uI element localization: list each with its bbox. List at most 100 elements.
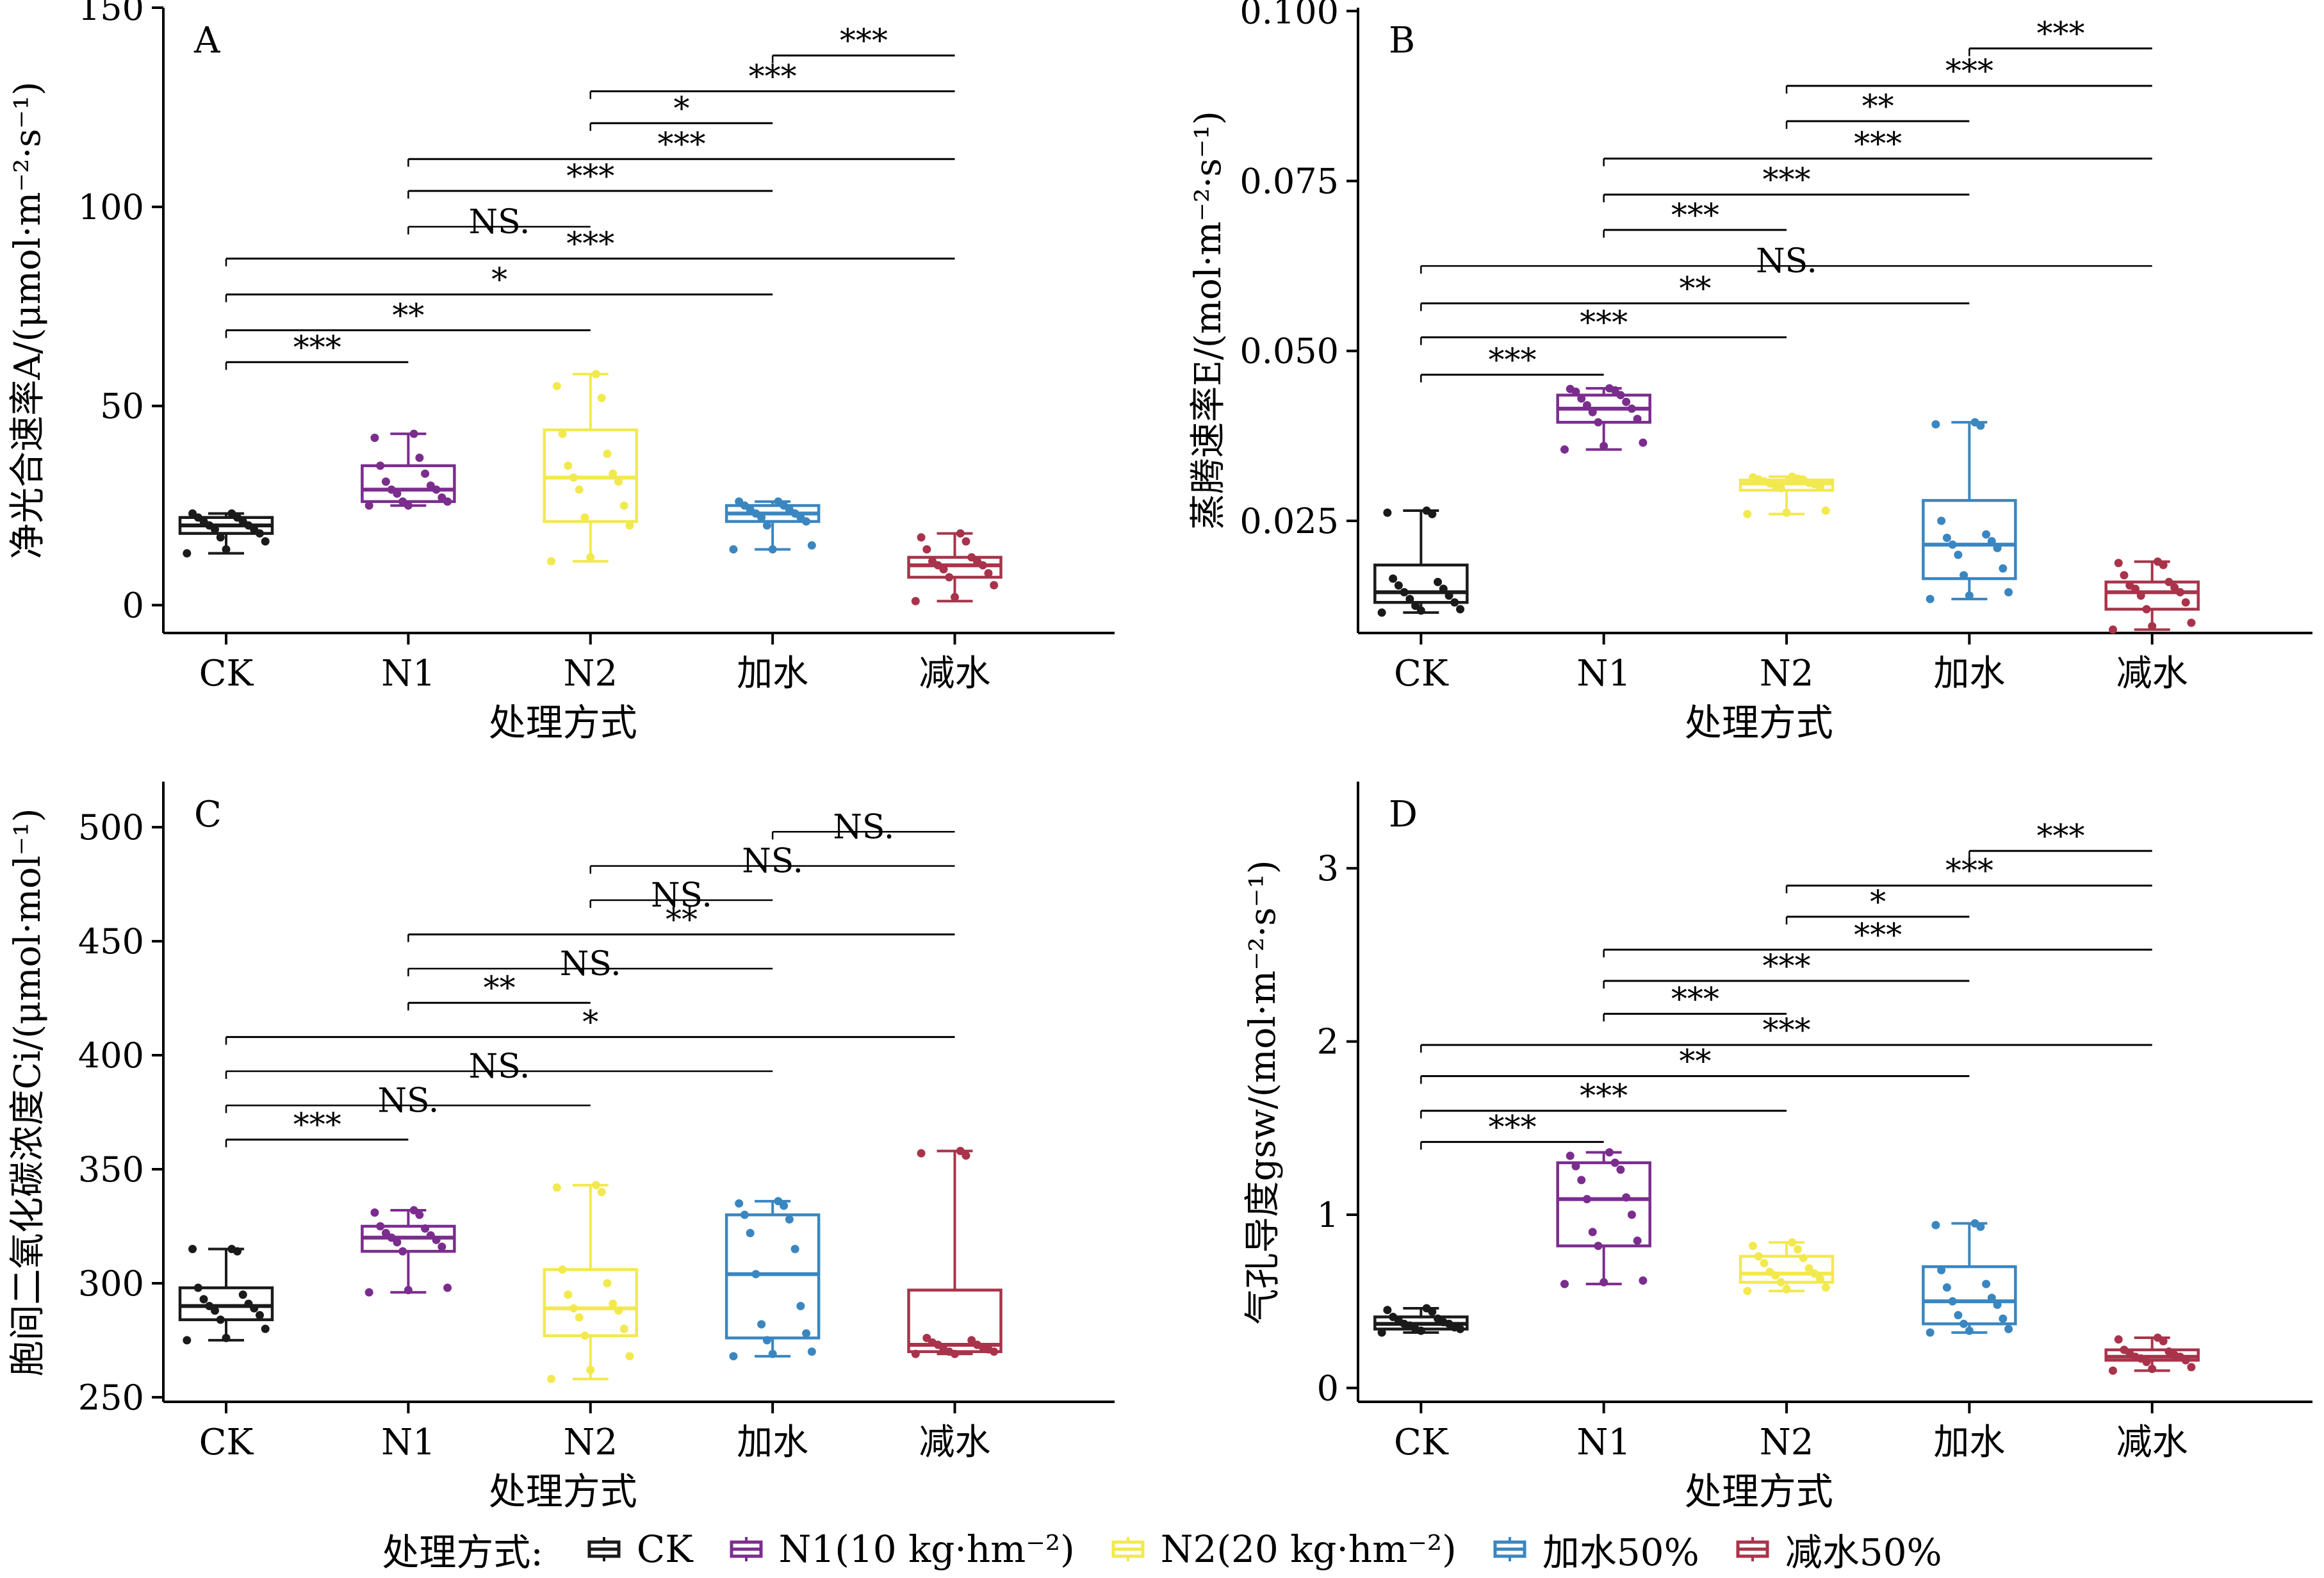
legend-title: 处理方式: <box>382 1531 543 1574</box>
y-tick-label: 450 <box>78 921 144 962</box>
y-tick-label: 0 <box>1317 1368 1339 1408</box>
data-point <box>1434 577 1443 586</box>
data-point <box>1434 1314 1443 1323</box>
comparison-label: * <box>1870 884 1886 921</box>
data-point <box>956 529 965 538</box>
data-point <box>438 1242 446 1251</box>
data-point <box>1389 1313 1398 1322</box>
legend-item-add-water: 加水50% <box>1487 1522 1699 1576</box>
comparison-label: *** <box>1580 1078 1628 1115</box>
data-point <box>2164 577 2173 586</box>
x-tick-label: 加水 <box>1933 653 2005 694</box>
data-point <box>592 370 601 379</box>
data-point <box>421 1224 430 1233</box>
data-point <box>785 1215 794 1224</box>
data-point <box>1456 605 1465 614</box>
data-point <box>1622 397 1631 406</box>
data-point <box>922 545 931 554</box>
box-减水 <box>2104 557 2200 634</box>
legend-item-n2: N2(20 kg·hm⁻²) <box>1106 1527 1457 1571</box>
data-point <box>443 1283 452 1292</box>
data-point <box>580 1331 589 1340</box>
data-point <box>2153 1333 2162 1342</box>
panel-label: B <box>1389 20 1415 62</box>
data-point <box>1605 384 1614 393</box>
data-point <box>597 393 606 402</box>
data-point <box>1948 1297 1957 1306</box>
comparison-label: NS. <box>377 1081 439 1120</box>
data-point <box>216 1315 225 1324</box>
data-point <box>1821 1283 1830 1292</box>
data-point <box>1987 1294 1996 1303</box>
data-point <box>746 1229 755 1238</box>
data-point <box>768 545 777 554</box>
data-point <box>967 553 976 562</box>
data-point <box>1577 394 1586 403</box>
data-point <box>552 1183 561 1192</box>
data-point <box>609 469 618 478</box>
data-point <box>1450 598 1459 607</box>
data-point <box>1760 1259 1769 1268</box>
data-point <box>2120 571 2129 580</box>
comparison-label: *** <box>1671 980 1719 1017</box>
comparison-label: NS. <box>1756 242 1817 281</box>
data-point <box>193 1283 202 1292</box>
data-point <box>972 1340 981 1349</box>
data-point <box>597 1188 606 1197</box>
data-point <box>1788 472 1797 481</box>
box-N2 <box>1739 1238 1835 1295</box>
box-iqr <box>724 1213 821 1340</box>
box-加水 <box>724 1197 821 1361</box>
box-iqr <box>2104 580 2200 611</box>
data-point <box>1926 595 1935 604</box>
data-point <box>911 596 920 605</box>
data-point <box>1639 1276 1648 1285</box>
data-point <box>1931 420 1940 429</box>
data-point <box>1389 574 1398 583</box>
y-tick-label: 150 <box>78 0 144 28</box>
data-point <box>1743 1286 1752 1295</box>
data-point <box>603 449 612 458</box>
data-point <box>951 593 960 602</box>
data-point <box>1377 1328 1386 1337</box>
data-point <box>751 1270 760 1279</box>
data-point <box>1749 473 1758 482</box>
data-point <box>558 1265 567 1274</box>
data-point <box>1743 509 1752 518</box>
data-point <box>802 1329 811 1338</box>
data-point <box>1633 1237 1642 1245</box>
data-point <box>807 541 816 550</box>
data-point <box>762 1336 771 1345</box>
data-point <box>1942 1283 1951 1292</box>
data-point <box>1999 564 2008 573</box>
box-加水 <box>1922 1219 2017 1337</box>
data-point <box>426 481 435 490</box>
y-tick-label: 0 <box>122 585 144 625</box>
x-tick-label: N2 <box>1760 653 1814 694</box>
data-point <box>939 1345 948 1354</box>
comparison-label: ** <box>666 901 698 938</box>
y-tick-label: 2 <box>1317 1022 1339 1062</box>
legend-label-n1: N1(10 kg·hm⁻²) <box>778 1527 1075 1571</box>
x-tick-label: 减水 <box>919 1422 991 1463</box>
y-tick-label: 50 <box>100 386 144 427</box>
data-point <box>261 537 270 546</box>
data-point <box>415 453 424 462</box>
data-point <box>409 1206 418 1215</box>
data-point <box>547 1374 556 1383</box>
data-point <box>1610 1158 1619 1167</box>
data-point <box>1582 1195 1591 1204</box>
comparison-label: *** <box>657 126 705 163</box>
comparison-label: *** <box>1763 948 1811 985</box>
comparison-label: *** <box>1580 304 1628 341</box>
data-point <box>222 1333 231 1342</box>
data-point <box>409 429 418 438</box>
comparison-label: * <box>673 90 689 127</box>
data-point <box>432 1235 441 1244</box>
data-point <box>216 533 225 542</box>
box-iqr <box>543 428 639 523</box>
data-point <box>398 497 407 506</box>
data-point <box>928 1338 937 1347</box>
